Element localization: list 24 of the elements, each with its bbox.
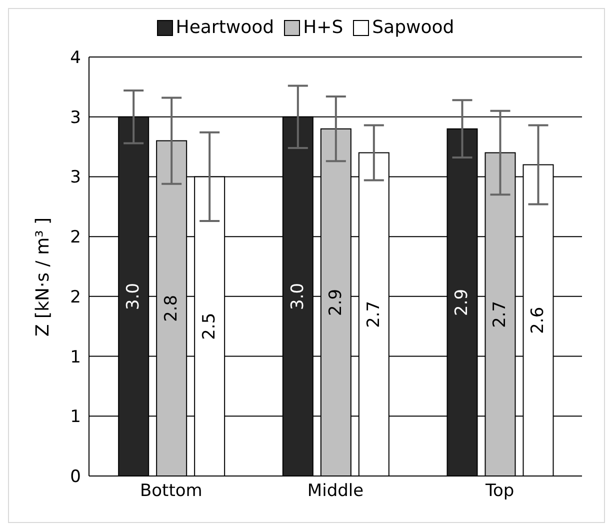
x-tick-label: Top: [484, 481, 514, 502]
data-label: 2.7: [490, 300, 510, 328]
y-axis-title: Z [kN·s / m³ ]: [32, 217, 54, 336]
y-tick-label: 2: [70, 287, 81, 308]
data-label: 2.9: [326, 288, 346, 316]
y-tick-label: 3: [70, 168, 81, 188]
y-tick-label: 1: [70, 407, 81, 428]
data-label: 2.5: [200, 312, 220, 340]
x-tick-label: Middle: [307, 481, 364, 502]
y-tick-label: 4: [70, 48, 81, 68]
x-tick-label: Bottom: [140, 481, 202, 502]
data-label: 2.9: [452, 288, 472, 316]
y-tick-label: 1: [70, 347, 81, 368]
legend-label: Heartwood: [176, 17, 274, 38]
data-label: 3.0: [288, 282, 308, 310]
data-label: 2.8: [162, 294, 182, 322]
y-tick-label: 3: [70, 108, 81, 128]
data-label: 3.0: [124, 282, 144, 310]
y-tick-label: 2: [70, 228, 81, 248]
y-tick-label: 0: [70, 467, 81, 488]
data-label: 2.6: [528, 306, 548, 334]
data-label: 2.7: [364, 300, 384, 328]
legend-label: H+S: [303, 17, 344, 38]
legend-label: Sapwood: [372, 17, 454, 38]
